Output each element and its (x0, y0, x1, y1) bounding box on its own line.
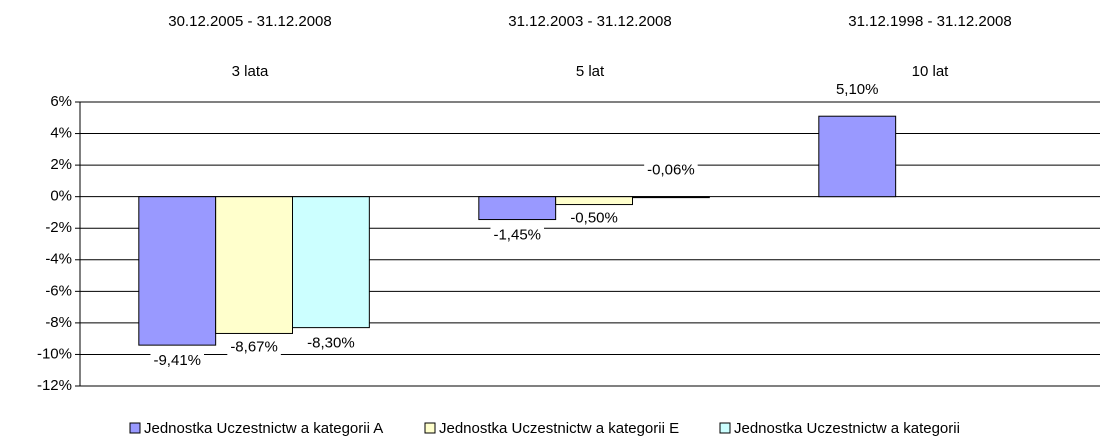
bar (632, 196, 710, 199)
legend-swatch (424, 422, 436, 434)
y-tick-label: 4% (50, 125, 72, 142)
data-label: -1,45% (493, 227, 541, 244)
category-label: 3 lata (232, 63, 269, 80)
y-tick-label: -12% (37, 377, 72, 394)
bar (818, 115, 897, 198)
bar (555, 196, 633, 206)
data-label-bg (567, 208, 621, 228)
data-label-bg (227, 337, 281, 357)
category-label: 10 lat (912, 63, 950, 80)
y-tick-label: -8% (45, 314, 72, 331)
data-label-bg (304, 333, 358, 353)
legend-label: Jednostka Uczestnictw a kategorii E (439, 420, 679, 437)
bar (138, 196, 217, 346)
period-label: 31.12.1998 - 31.12.2008 (848, 13, 1011, 30)
period-label: 31.12.2003 - 31.12.2008 (508, 13, 671, 30)
bar (215, 196, 293, 334)
data-label: -0,06% (647, 162, 695, 179)
legend-label: Jednostka Uczestnictw a kategorii (734, 420, 960, 437)
y-tick-label: 2% (50, 156, 72, 173)
data-label-bg (832, 80, 882, 100)
y-tick-label: -10% (37, 345, 72, 362)
y-tick-label: 0% (50, 188, 72, 205)
category-label: 5 lat (576, 63, 605, 80)
data-label: -9,41% (153, 352, 201, 369)
y-tick-label: 6% (50, 93, 72, 110)
bar (478, 196, 557, 221)
data-label: -8,67% (230, 338, 278, 355)
legend-label: Jednostka Uczestnictw a kategorii A (144, 420, 383, 437)
y-tick-label: -6% (45, 282, 72, 299)
data-label: -0,50% (570, 210, 618, 227)
y-tick-label: -2% (45, 219, 72, 236)
data-label-bg (644, 160, 698, 180)
data-label: -8,30% (307, 335, 355, 352)
bar (292, 196, 370, 329)
legend-swatch (719, 422, 731, 434)
data-label-bg (490, 225, 545, 245)
legend-swatch (129, 422, 141, 434)
data-label-bg (150, 351, 205, 371)
data-label: 5,10% (836, 81, 879, 98)
y-tick-label: -4% (45, 251, 72, 268)
period-label: 30.12.2005 - 31.12.2008 (168, 13, 331, 30)
